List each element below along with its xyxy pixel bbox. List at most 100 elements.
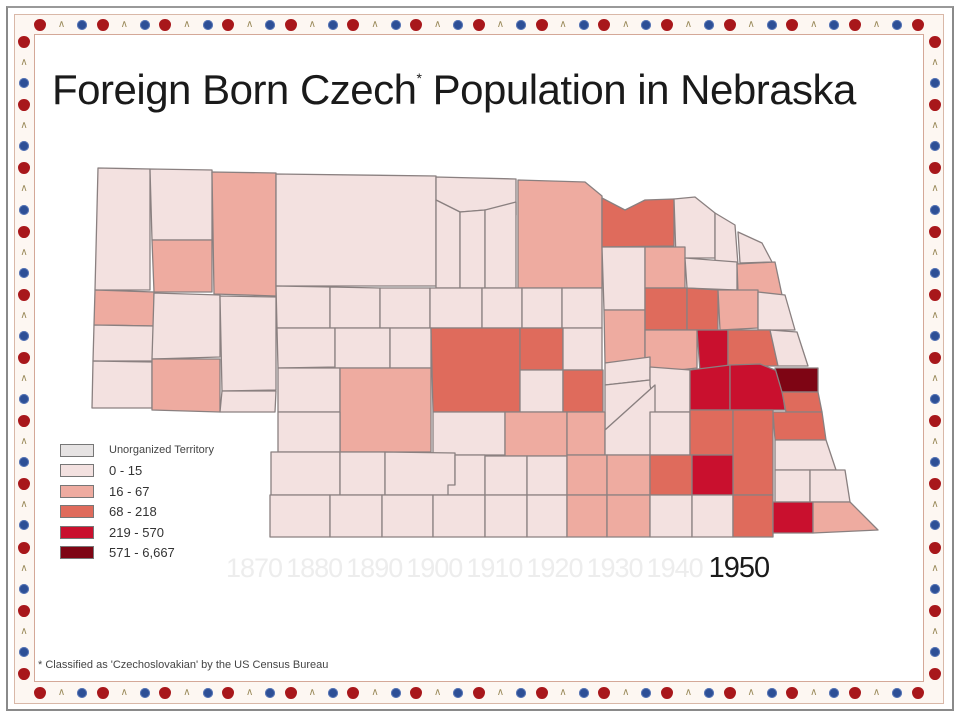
county [430, 327, 521, 413]
heart-motif-icon [786, 19, 799, 31]
bird-motif-icon: ∧ [20, 183, 28, 195]
bird-motif-icon: ∧ [371, 19, 379, 30]
county [644, 287, 688, 331]
legend-swatch [60, 484, 94, 498]
legend-swatch [60, 546, 94, 560]
year-1950-selected[interactable]: 1950 [708, 552, 771, 584]
county [432, 411, 506, 456]
heart-motif-icon [18, 541, 30, 554]
bird-motif-icon: ∧ [57, 19, 66, 30]
flower-motif-icon [578, 688, 589, 698]
heart-motif-icon [535, 19, 548, 31]
county [339, 451, 386, 496]
heart-motif-icon [222, 19, 235, 31]
heart-motif-icon [18, 99, 30, 112]
county [601, 197, 675, 248]
county [211, 171, 277, 297]
county [566, 411, 606, 456]
county [691, 494, 734, 538]
title-text-rest: Population in Nebraska [421, 66, 857, 113]
heart-motif-icon [535, 687, 548, 699]
county [562, 327, 603, 371]
county [435, 199, 461, 289]
heart-motif-icon [598, 19, 611, 31]
bird-motif-icon: ∧ [308, 687, 316, 698]
bird-motif-icon: ∧ [308, 19, 316, 30]
county [526, 455, 568, 496]
year-1930[interactable]: 1930 [586, 553, 643, 583]
border-motif-bottom: ∧ ∧ ∧ ∧ ∧ ∧ ∧ ∧ ∧ ∧ ∧ ∧ ∧ ∧ [34, 686, 924, 700]
heart-motif-icon [222, 687, 235, 699]
bird-motif-icon: ∧ [20, 562, 28, 574]
flower-motif-icon [930, 394, 940, 405]
county [691, 454, 734, 496]
heart-motif-icon [18, 478, 30, 491]
map-title: Foreign Born Czech* Population in Nebras… [52, 66, 912, 114]
county [334, 327, 391, 369]
bird-motif-icon: ∧ [20, 57, 28, 69]
county [732, 494, 774, 538]
heart-motif-icon [96, 19, 109, 31]
heart-motif-icon [929, 351, 941, 364]
flower-motif-icon [202, 20, 213, 30]
heart-motif-icon [929, 415, 941, 428]
heart-motif-icon [723, 687, 736, 699]
year-1900[interactable]: 1900 [406, 553, 463, 583]
flower-motif-icon [77, 688, 88, 698]
flower-motif-icon [704, 20, 714, 30]
bird-motif-icon: ∧ [622, 19, 630, 30]
county [275, 285, 331, 329]
bird-motif-icon: ∧ [747, 19, 755, 30]
legend-item-16-67: 16 - 67 [60, 481, 214, 502]
flower-motif-icon [930, 267, 940, 278]
county [276, 327, 336, 369]
year-1910[interactable]: 1910 [466, 553, 523, 583]
heart-motif-icon [472, 19, 485, 31]
heart-motif-icon [34, 687, 46, 699]
bird-motif-icon: ∧ [120, 687, 128, 698]
heart-motif-icon [723, 19, 736, 31]
flower-motif-icon [930, 457, 940, 468]
border-motif-right: ∧ ∧ ∧ ∧ ∧ ∧ ∧ ∧ ∧ ∧ [928, 36, 942, 680]
bird-motif-icon: ∧ [931, 183, 939, 195]
year-1880[interactable]: 1880 [286, 553, 343, 583]
flower-motif-icon [19, 267, 29, 278]
legend-item-unorganized: Unorganized Territory [60, 440, 214, 461]
county [519, 327, 564, 371]
bird-motif-icon: ∧ [872, 687, 881, 698]
county [769, 329, 809, 367]
heart-motif-icon [660, 687, 673, 699]
county [727, 329, 779, 367]
flower-motif-icon [19, 394, 29, 405]
map-legend: Unorganized Territory 0 - 15 16 - 67 68 … [60, 440, 214, 563]
county [732, 409, 774, 496]
flower-motif-icon [390, 20, 401, 30]
year-1940[interactable]: 1940 [646, 553, 704, 583]
flower-motif-icon [892, 688, 903, 698]
heart-motif-icon [284, 687, 297, 699]
legend-label: 16 - 67 [109, 483, 150, 499]
bird-motif-icon: ∧ [931, 625, 939, 637]
flower-motif-icon [930, 141, 940, 152]
flower-motif-icon [930, 78, 940, 89]
heart-motif-icon [18, 667, 30, 680]
heart-motif-icon [786, 687, 799, 699]
county [812, 501, 879, 534]
year-1890[interactable]: 1890 [346, 553, 403, 583]
bird-motif-icon: ∧ [810, 19, 818, 30]
county [389, 327, 432, 369]
flower-motif-icon [453, 688, 464, 698]
county [151, 358, 221, 413]
bird-motif-icon: ∧ [20, 246, 28, 258]
county [277, 367, 341, 413]
legend-item-0-15: 0 - 15 [60, 461, 214, 482]
year-1870[interactable]: 1870 [226, 553, 283, 583]
year-1920[interactable]: 1920 [526, 553, 583, 583]
flower-motif-icon [19, 583, 29, 594]
county [809, 469, 851, 503]
county [526, 494, 568, 538]
heart-motif-icon [911, 19, 924, 31]
bird-motif-icon: ∧ [931, 57, 939, 69]
legend-label: 68 - 218 [109, 504, 157, 520]
flower-motif-icon [641, 688, 652, 698]
